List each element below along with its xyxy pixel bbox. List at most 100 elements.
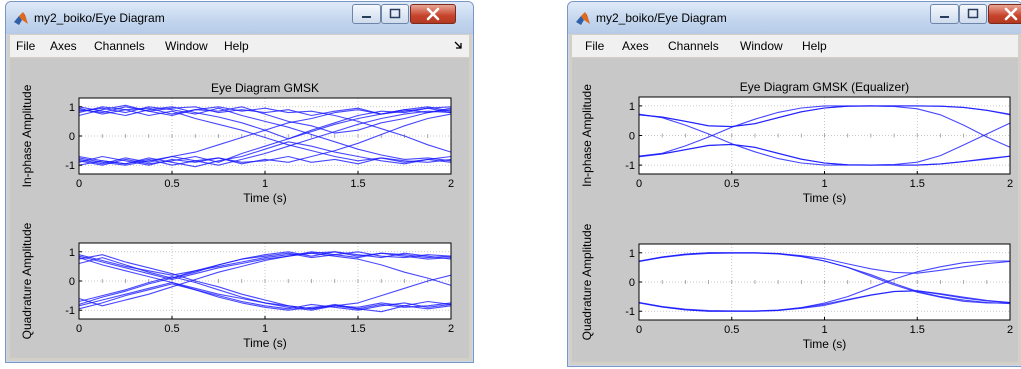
minimize-button[interactable] [930,4,959,24]
x-tick-label: 1 [821,324,827,336]
x-tick-label: 1.5 [350,323,365,335]
x-tick-label: 2 [448,323,454,335]
maximize-icon [389,8,401,19]
x-tick-label: 0.5 [724,178,739,190]
menu-file[interactable]: File [16,39,36,53]
x-tick-label: 1 [262,323,268,335]
y-axis-label: Quadrature Amplitude [580,223,594,340]
dock-arrow-icon[interactable] [454,41,463,50]
x-tick-label: 0 [76,178,82,190]
x-axis-label: Time (s) [803,337,847,351]
y-axis-label: Quadrature Amplitude [20,222,34,339]
window-title: my2_boiko/Eye Diagram [596,11,727,25]
menu-channels[interactable]: Channels [668,39,719,53]
eye-trace [638,252,1011,274]
y-tick-label: -1 [625,160,635,172]
y-tick-label: 0 [69,276,75,288]
menu-axes[interactable]: Axes [622,39,649,53]
x-tick-label: 2 [1007,324,1013,336]
minimize-button[interactable] [352,4,381,24]
x-tick-label: 1 [821,178,827,190]
x-tick-label: 1 [262,178,268,190]
menu-channels[interactable]: Channels [94,39,145,53]
maximize-button[interactable] [959,4,987,24]
menu-axes[interactable]: Axes [50,39,77,53]
x-tick-label: 0 [76,323,82,335]
matlab-icon [576,12,590,25]
x-tick-label: 1.5 [350,178,365,190]
eye-trace [78,252,452,286]
eye-trace [638,290,1011,312]
eye-trace [78,283,452,311]
maximize-button[interactable] [381,4,409,24]
eye-diagram-window-left: my2_boiko/Eye Diagram File Axes Channels… [5,1,474,363]
y-axis-label: In-phase Amplitude [580,84,594,187]
menu-file[interactable]: File [585,39,605,53]
minimize-icon [362,16,371,18]
x-tick-label: 1.5 [910,178,925,190]
eye-trace [638,105,1011,157]
eye-trace [638,252,1011,305]
y-tick-label: 1 [629,248,635,260]
x-axis-label: Time (s) [803,191,847,205]
close-icon [426,7,440,21]
close-icon [1004,7,1018,21]
eye-trace [78,141,452,168]
x-axis-label: Time (s) [243,191,287,205]
y-tick-label: -1 [65,305,75,317]
eye-trace [78,155,452,166]
y-tick-label: 1 [629,101,635,113]
plot-title: Eye Diagram GMSK (Equalizer) [740,80,909,94]
y-tick-label: -1 [65,160,75,172]
x-tick-label: 0 [636,324,642,336]
y-tick-label: 0 [629,131,635,143]
menu-window[interactable]: Window [165,39,208,53]
eye-trace [78,106,452,166]
y-tick-label: 0 [69,131,75,143]
matlab-icon [14,12,28,25]
x-tick-label: 2 [448,178,454,190]
x-tick-label: 1.5 [910,324,925,336]
eye-trace [638,290,1011,312]
eye-trace [78,251,452,307]
figure-area: 0 0.5 1 1.5 2 1 0 -1 Time (s) In-phase Amplitude E… [572,58,1018,362]
plot-title: Eye Diagram GMSK [211,81,319,95]
menu-help[interactable]: Help [224,39,249,53]
title-bar[interactable]: my2_boiko/Eye Diagram [568,2,1021,34]
eye-trace [638,122,1011,166]
close-button[interactable] [988,4,1021,24]
x-tick-label: 0.5 [164,178,179,190]
menu-window[interactable]: Window [740,39,783,53]
y-tick-label: 1 [69,247,75,259]
eye-trace [78,274,452,310]
eye-trace [78,254,452,313]
figure-area: 0 0.5 1 1.5 2 1 0 -1 Time (s) In-phase Amplitude E… [10,58,469,358]
eye-trace [78,251,452,305]
eye-diagram-window-right: my2_boiko/Eye Diagram File Axes Channels… [567,1,1021,367]
title-bar[interactable]: my2_boiko/Eye Diagram [6,2,473,34]
menu-help[interactable]: Help [802,39,827,53]
window-title: my2_boiko/Eye Diagram [34,11,165,25]
eye-trace [78,113,452,166]
y-axis-label: In-phase Amplitude [20,84,34,187]
x-tick-label: 0.5 [724,324,739,336]
menu-bar: File Axes Channels Window Help [572,35,1018,57]
x-axis-label: Time (s) [243,336,287,350]
close-button[interactable] [410,4,456,24]
y-tick-label: -1 [625,306,635,318]
eye-trace [638,105,1011,148]
maximize-icon [967,8,979,19]
menu-bar: File Axes Channels Window Help [10,35,469,57]
x-tick-label: 2 [1007,178,1013,190]
y-tick-label: 0 [629,277,635,289]
x-tick-label: 0.5 [164,323,179,335]
eye-trace [78,106,452,134]
y-tick-label: 1 [69,102,75,114]
minimize-icon [940,16,949,18]
